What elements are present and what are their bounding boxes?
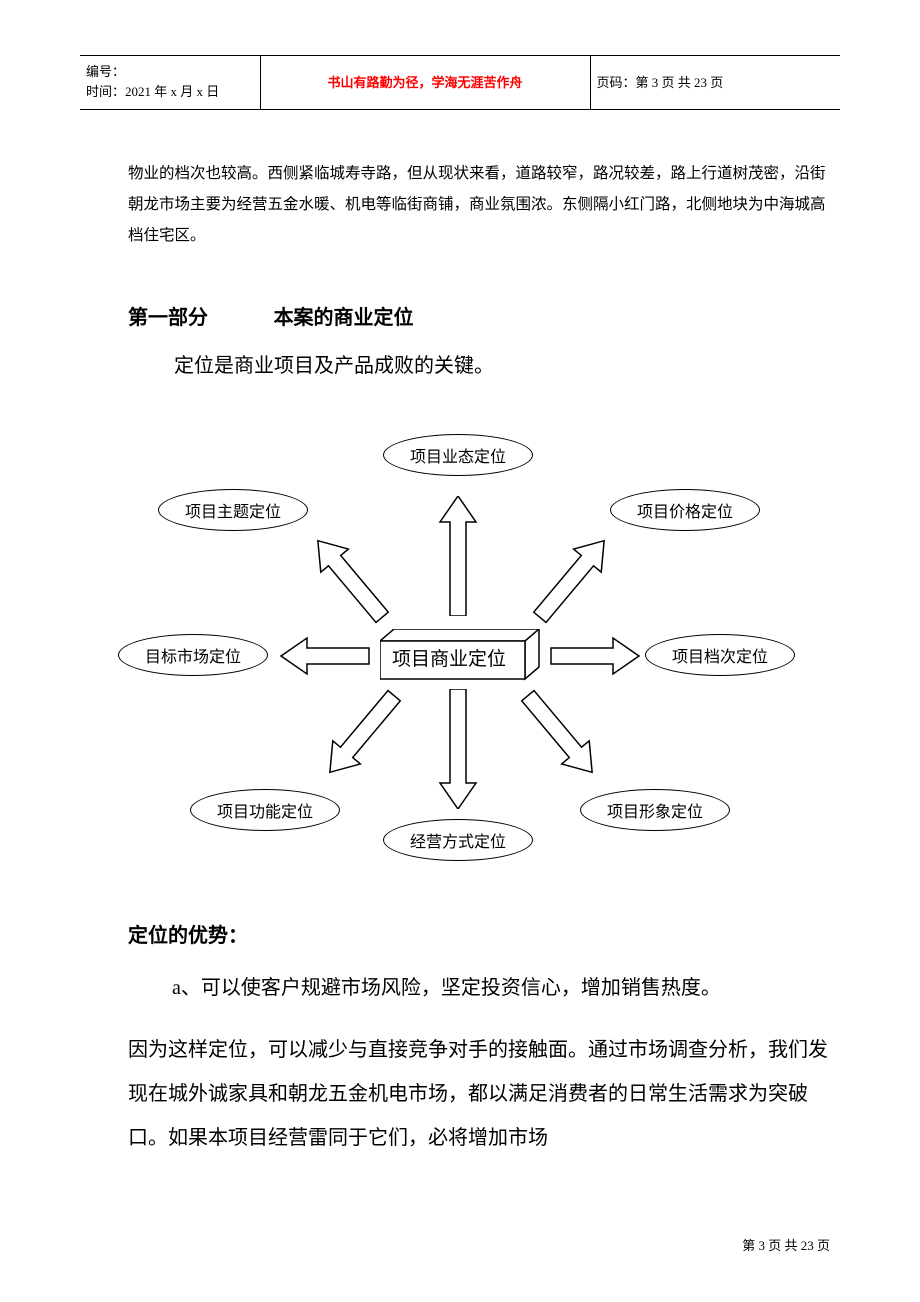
positioning-diagram: 项目商业定位 项目业态定位 项目主题定位 项目价格定位 目标市场定位 项目档次定… [80, 434, 840, 864]
advantages-heading: 定位的优势： [128, 919, 840, 948]
node-right: 项目档次定位 [645, 634, 795, 676]
advantage-a-body: 因为这样定位，可以减少与直接竞争对手的接触面。通过市场调查分析，我们发现在城外诚… [128, 1028, 830, 1160]
arrow-down-icon [436, 689, 480, 809]
doc-date: 时间：2021 年 x 月 x 日 [86, 82, 254, 102]
intro-paragraph: 物业的档次也较高。西侧紧临城寿寺路，但从现状来看，道路较窄，路况较差，路上行道树… [128, 158, 830, 251]
arrow-down-left-icon [312, 684, 412, 784]
arrow-up-left-icon [300, 529, 400, 629]
node-bottom: 经营方式定位 [383, 819, 533, 861]
node-bottom-right: 项目形象定位 [580, 789, 730, 831]
arrow-right-icon [550, 634, 640, 678]
section-title: 本案的商业定位 [274, 301, 414, 330]
arrow-up-icon [436, 496, 480, 616]
node-left: 目标市场定位 [118, 634, 268, 676]
section-lead: 定位是商业项目及产品成败的关键。 [174, 348, 840, 384]
diagram-center-label: 项目商业定位 [392, 644, 506, 671]
page-footer: 第 3 页 共 23 页 [742, 1235, 830, 1254]
doc-number-label: 编号： [86, 62, 254, 82]
arrow-up-right-icon [522, 529, 622, 629]
arrow-down-right-icon [510, 684, 610, 784]
arrow-left-icon [280, 634, 370, 678]
node-top-right: 项目价格定位 [610, 489, 760, 531]
node-bottom-left: 项目功能定位 [190, 789, 340, 831]
header-left: 编号： 时间：2021 年 x 月 x 日 [80, 56, 260, 110]
node-top: 项目业态定位 [383, 434, 533, 476]
advantage-a-lead: a、可以使客户规避市场风险，坚定投资信心，增加销售热度。 [128, 966, 830, 1010]
header-pagecode: 页码：第 3 页 共 23 页 [590, 56, 840, 110]
page-header: 编号： 时间：2021 年 x 月 x 日 书山有路勤为径，学海无涯苦作舟 页码… [80, 55, 840, 110]
node-top-left: 项目主题定位 [158, 489, 308, 531]
section-label: 第一部分 [128, 301, 208, 330]
section-heading: 第一部分 本案的商业定位 [128, 301, 840, 330]
header-motto: 书山有路勤为径，学海无涯苦作舟 [260, 56, 590, 110]
